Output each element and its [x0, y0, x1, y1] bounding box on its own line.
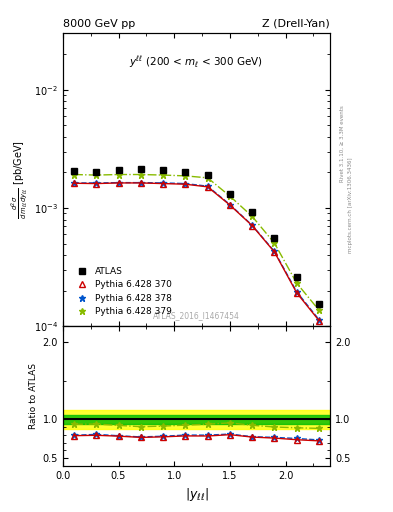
X-axis label: $|y_{\ell\ell}|$: $|y_{\ell\ell}|$ — [185, 486, 208, 503]
Pythia 6.428 378 — [161, 180, 165, 186]
ATLAS — [272, 235, 277, 241]
Pythia 6.428 379 — [250, 214, 255, 220]
Pythia 6.428 379 — [317, 307, 321, 313]
Pythia 6.428 370 — [116, 180, 121, 186]
Pythia 6.428 378 — [317, 316, 321, 323]
Pythia 6.428 370 — [138, 180, 143, 186]
Pythia 6.428 370 — [205, 184, 210, 190]
Pythia 6.428 378 — [294, 289, 299, 295]
ATLAS — [228, 190, 232, 197]
Pythia 6.428 370 — [94, 181, 99, 187]
Pythia 6.428 378 — [138, 180, 143, 186]
Text: ATLAS_2016_I1467454: ATLAS_2016_I1467454 — [153, 311, 240, 321]
Pythia 6.428 370 — [250, 223, 255, 229]
Pythia 6.428 378 — [183, 181, 188, 187]
Pythia 6.428 370 — [272, 249, 277, 255]
Bar — [63, 415, 330, 424]
Pythia 6.428 370 — [294, 290, 299, 296]
Line: Pythia 6.428 378: Pythia 6.428 378 — [70, 179, 323, 323]
Text: Z (Drell-Yan): Z (Drell-Yan) — [263, 19, 330, 29]
Bar — [63, 410, 330, 429]
Text: mcplots.cern.ch [arXiv:1306.3436]: mcplots.cern.ch [arXiv:1306.3436] — [348, 157, 353, 252]
Pythia 6.428 378 — [228, 202, 232, 208]
Pythia 6.428 378 — [72, 180, 76, 186]
ATLAS — [205, 172, 210, 178]
Pythia 6.428 378 — [116, 180, 121, 186]
Pythia 6.428 378 — [94, 180, 99, 186]
Pythia 6.428 378 — [205, 183, 210, 189]
ATLAS — [94, 169, 99, 175]
ATLAS — [183, 169, 188, 175]
Y-axis label: $\frac{d^2\sigma}{d\,m_{\ell\ell}\,dy_{\ell\ell}}$ [pb/GeV]: $\frac{d^2\sigma}{d\,m_{\ell\ell}\,dy_{\… — [9, 140, 29, 219]
Pythia 6.428 379 — [272, 240, 277, 246]
Pythia 6.428 379 — [294, 280, 299, 286]
ATLAS — [138, 166, 143, 173]
Pythia 6.428 378 — [250, 222, 255, 228]
Pythia 6.428 370 — [317, 317, 321, 324]
ATLAS — [250, 209, 255, 216]
Line: Pythia 6.428 370: Pythia 6.428 370 — [71, 180, 322, 323]
Y-axis label: Ratio to ATLAS: Ratio to ATLAS — [29, 363, 39, 429]
Pythia 6.428 370 — [161, 181, 165, 187]
Pythia 6.428 379 — [205, 175, 210, 181]
Pythia 6.428 370 — [228, 202, 232, 208]
Pythia 6.428 379 — [116, 172, 121, 178]
Pythia 6.428 378 — [272, 248, 277, 254]
Text: Rivet 3.1.10, ≥ 3.3M events: Rivet 3.1.10, ≥ 3.3M events — [340, 105, 345, 182]
Line: Pythia 6.428 379: Pythia 6.428 379 — [70, 171, 323, 314]
Pythia 6.428 379 — [183, 173, 188, 179]
Pythia 6.428 379 — [228, 193, 232, 199]
Pythia 6.428 379 — [161, 172, 165, 178]
Pythia 6.428 379 — [94, 172, 99, 178]
Pythia 6.428 370 — [72, 180, 76, 186]
ATLAS — [317, 301, 321, 307]
Pythia 6.428 379 — [138, 172, 143, 178]
ATLAS — [161, 167, 165, 174]
Pythia 6.428 379 — [72, 172, 76, 178]
Pythia 6.428 370 — [183, 181, 188, 187]
ATLAS — [116, 167, 121, 174]
Line: ATLAS: ATLAS — [70, 166, 323, 307]
ATLAS — [294, 274, 299, 281]
Text: $y^{\ell\ell}$ (200 < $m_{\ell}$ < 300 GeV): $y^{\ell\ell}$ (200 < $m_{\ell}$ < 300 G… — [129, 54, 264, 70]
Legend: ATLAS, Pythia 6.428 370, Pythia 6.428 378, Pythia 6.428 379: ATLAS, Pythia 6.428 370, Pythia 6.428 37… — [70, 264, 175, 319]
ATLAS — [72, 168, 76, 174]
Text: 8000 GeV pp: 8000 GeV pp — [63, 19, 135, 29]
